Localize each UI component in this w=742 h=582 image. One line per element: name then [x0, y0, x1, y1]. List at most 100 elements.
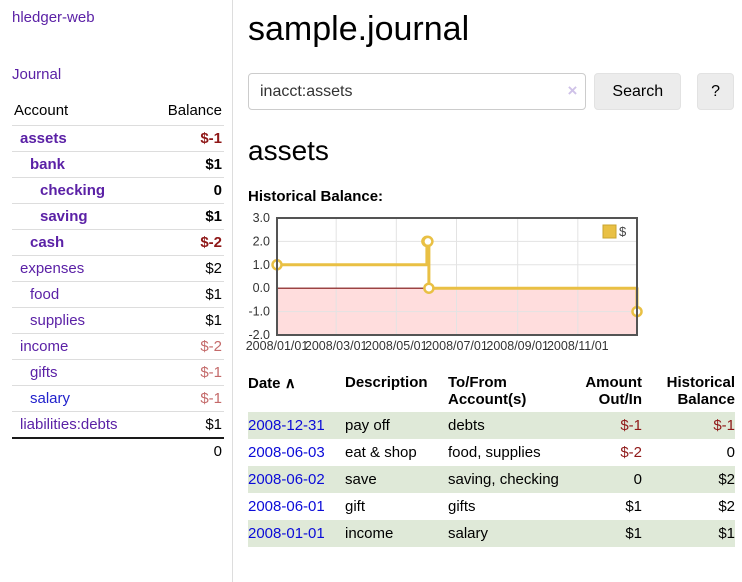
account-row: checking 0	[12, 177, 224, 204]
transaction-description: save	[345, 471, 377, 488]
transaction-description: income	[345, 525, 394, 542]
transaction-amount: $-1	[620, 417, 642, 434]
account-link[interactable]: bank	[30, 156, 66, 173]
y-axis-tick-label: 2.0	[253, 234, 270, 248]
transaction-amount: $1	[625, 525, 642, 542]
accounts-total-row: 0	[12, 437, 224, 464]
account-row: income $-2	[12, 333, 224, 360]
account-link[interactable]: assets	[20, 130, 67, 147]
account-row: assets $-1	[12, 125, 224, 152]
chart-border	[276, 217, 638, 336]
transaction-date-link[interactable]: 2008-12-31	[248, 417, 325, 434]
transaction-accounts: saving, checking	[448, 471, 559, 488]
legend-label: $	[619, 224, 627, 239]
transaction-description: gift	[345, 498, 366, 515]
sidebar-journal-link[interactable]: Journal	[12, 66, 62, 83]
transaction-balance: $-1	[713, 417, 735, 434]
x-axis-tick-label: 2008/09/01	[486, 339, 549, 353]
account-balance: $1	[148, 411, 224, 438]
register-table: Date ∧ Description To/From Account(s) Am…	[248, 370, 735, 547]
account-row: saving $1	[12, 203, 224, 230]
account-row: supplies $1	[12, 307, 224, 334]
register-header-balance: Historical Balance	[666, 374, 735, 408]
account-balance: $-2	[148, 333, 224, 360]
transaction-row: 2008-06-03 eat & shop food, supplies $-2 0	[248, 439, 735, 466]
account-link[interactable]: checking	[40, 182, 106, 199]
y-axis-tick-label: 3.0	[253, 211, 270, 225]
account-row: cash $-2	[12, 229, 224, 256]
app-title-link[interactable]: hledger-web	[12, 9, 95, 26]
register-header-accounts: To/From Account(s)	[448, 374, 527, 408]
account-heading: assets	[248, 135, 329, 166]
register-header-date[interactable]: Date ∧	[248, 375, 296, 392]
search-row: × Search ?	[248, 73, 734, 110]
account-balance: $1	[148, 307, 224, 334]
account-balance: $2	[148, 255, 224, 282]
transaction-accounts: salary	[448, 525, 489, 542]
x-axis-tick-label: 2008/11/01	[547, 339, 609, 353]
sort-asc-icon: ∧	[284, 375, 296, 392]
account-link[interactable]: expenses	[20, 260, 85, 277]
accounts-total-value: 0	[148, 437, 224, 464]
transaction-balance: $1	[718, 525, 735, 542]
account-balance: $-1	[148, 385, 224, 412]
transaction-accounts: debts	[448, 417, 485, 434]
sidebar: hledger-web Journal Account Balance asse…	[0, 0, 233, 582]
transaction-amount: 0	[633, 471, 642, 488]
transaction-amount: $1	[625, 498, 642, 515]
account-row: salary $-1	[12, 385, 224, 412]
account-link[interactable]: food	[30, 286, 60, 303]
register-header-amount: Amount Out/In	[585, 374, 642, 408]
account-balance: $-1	[148, 359, 224, 386]
clear-search-icon[interactable]: ×	[567, 81, 578, 100]
y-axis-tick-label: 1.0	[253, 258, 270, 272]
transaction-description: eat & shop	[345, 444, 417, 461]
transaction-date-link[interactable]: 2008-06-03	[248, 444, 325, 461]
account-link[interactable]: saving	[40, 208, 88, 225]
y-axis-tick-label: -2.0	[248, 328, 270, 342]
page-title: sample.journal	[248, 10, 470, 48]
account-row: food $1	[12, 281, 224, 308]
y-axis-tick-label: -1.0	[248, 305, 270, 319]
transaction-date: 2008-06-03	[248, 439, 345, 466]
accounts-table: Account Balance assets $-1 bank $1 checking 0…	[12, 99, 224, 464]
account-link[interactable]: salary	[30, 390, 71, 407]
legend-swatch	[602, 224, 617, 239]
x-axis-tick-label: 2008/03/01	[305, 339, 368, 353]
transaction-row: 2008-06-02 save saving, checking 0 $2	[248, 466, 735, 493]
transaction-date-link[interactable]: 2008-06-02	[248, 471, 325, 488]
x-axis-tick-label: 2008/07/01	[425, 339, 488, 353]
transaction-balance: $2	[718, 471, 735, 488]
transaction-row: 2008-12-31 pay off debts $-1 $-1	[248, 412, 735, 439]
transaction-date-link[interactable]: 2008-01-01	[248, 525, 325, 542]
account-link[interactable]: supplies	[30, 312, 86, 329]
transaction-balance: 0	[726, 444, 735, 461]
search-button[interactable]: Search	[594, 73, 682, 110]
account-link[interactable]: gifts	[30, 364, 58, 381]
account-link[interactable]: liabilities:debts	[20, 416, 118, 433]
account-balance: $1	[148, 203, 224, 230]
transaction-date-link[interactable]: 2008-06-01	[248, 498, 325, 515]
search-input[interactable]	[248, 73, 587, 110]
register-header-description: Description	[345, 374, 428, 391]
account-balance: $1	[148, 281, 224, 308]
account-link[interactable]: cash	[30, 234, 65, 251]
transaction-row: 2008-06-01 gift gifts $1 $2	[248, 493, 735, 520]
historical-balance-chart[interactable]: $3.0 2.0 1.0 0.0 -1.0 -2.0 2008/01/01 2008/03/0…	[246, 211, 734, 356]
help-button[interactable]: ?	[697, 73, 734, 110]
chart-data-point	[422, 235, 434, 248]
main-panel: sample.journal × Search ? assets Histori…	[233, 0, 742, 582]
search-box: ×	[248, 73, 587, 110]
account-balance: $-1	[148, 125, 224, 152]
transaction-balance: $2	[718, 498, 735, 515]
account-row: gifts $-1	[12, 359, 224, 386]
account-row: expenses $2	[12, 255, 224, 282]
transaction-accounts: food, supplies	[448, 444, 541, 461]
x-axis-tick-label: 2008/05/01	[365, 339, 428, 353]
account-row: liabilities:debts $1	[12, 411, 224, 438]
chart-title: Historical Balance:	[248, 188, 384, 205]
transaction-accounts: gifts	[448, 498, 476, 515]
transaction-date: 2008-01-01	[248, 520, 345, 547]
transaction-date: 2008-06-01	[248, 493, 345, 520]
account-link[interactable]: income	[20, 338, 69, 355]
